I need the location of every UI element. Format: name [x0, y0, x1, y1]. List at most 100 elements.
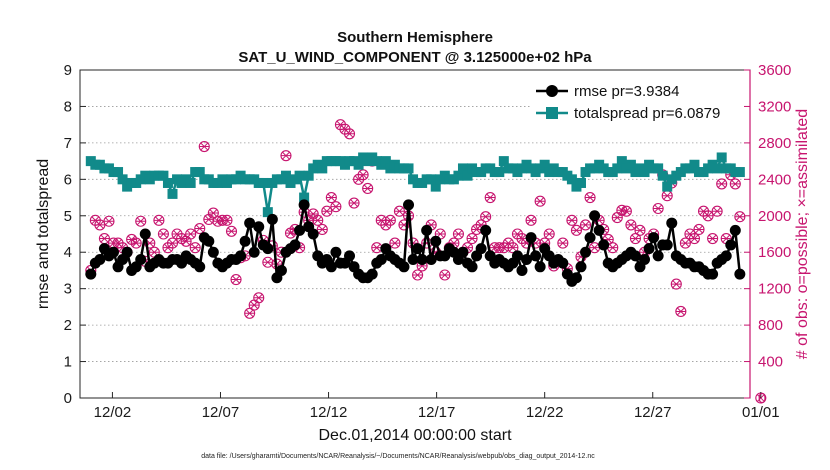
right-tick-label: 0: [758, 390, 766, 407]
rmse-point: [570, 272, 582, 284]
x-tick-label: 01/01: [742, 404, 780, 421]
totalspread-point: [653, 163, 664, 174]
obs-assimilated-point: [385, 216, 396, 225]
totalspread-point: [734, 167, 745, 178]
totalspread-point: [457, 163, 468, 174]
obs-assimilated-point: [199, 142, 210, 151]
rmse-point: [557, 257, 569, 269]
obs-assimilated-point: [103, 217, 114, 226]
rmse-point: [416, 254, 428, 266]
totalspread-point: [403, 163, 414, 174]
totalspread-point: [566, 174, 577, 185]
legend: rmse pr=3.9384 totalspread pr=6.0879: [530, 76, 742, 126]
obs-assimilated-point: [653, 204, 664, 213]
rmse-point: [598, 239, 610, 251]
obs-assimilated-point: [589, 243, 600, 252]
rmse-point: [475, 243, 487, 255]
obs-assimilated-point: [707, 234, 718, 243]
rmse-point: [430, 235, 442, 247]
x-tick-label: 12/22: [526, 404, 564, 421]
x-tick-label: 12/07: [202, 404, 240, 421]
obs-assimilated-point: [330, 202, 341, 211]
obs-assimilated-point: [344, 129, 355, 138]
x-tick-label: 12/02: [94, 404, 132, 421]
rmse-point: [421, 224, 433, 236]
rmse-point: [521, 254, 533, 266]
rmse-point: [575, 261, 587, 273]
x-tick-label: 12/17: [418, 404, 456, 421]
totalspread-point: [317, 163, 328, 174]
rmse-point: [725, 239, 737, 251]
obs-assimilated-point: [585, 193, 596, 202]
obs-assimilated-point: [262, 258, 273, 267]
chart-subtitle: SAT_U_WIND_COMPONENT @ 3.125000e+02 hPa: [238, 49, 592, 66]
totalspread-point: [262, 207, 273, 218]
obs-assimilated-point: [308, 209, 319, 219]
obs-assimilated-point: [662, 191, 673, 200]
obs-assimilated-series: [85, 120, 765, 403]
legend-box: [530, 76, 742, 126]
x-axis-title: Dec.01,2014 00:00:00 start: [318, 427, 512, 444]
obs-assimilated-point: [280, 151, 291, 160]
rmse-point: [580, 246, 592, 258]
obs-assimilated-point: [571, 226, 582, 235]
right-tick-label: 1600: [758, 244, 791, 261]
totalspread-point: [303, 170, 314, 181]
obs-assimilated-point: [544, 229, 555, 239]
right-tick-label: 2000: [758, 208, 791, 225]
totalspread-point: [498, 156, 509, 167]
rmse-point: [666, 217, 678, 229]
rmse-point: [235, 250, 247, 262]
right-tick-label: 2800: [758, 135, 791, 152]
obs-assimilated-point: [480, 212, 491, 221]
obs-assimilated-point: [612, 213, 623, 222]
obs-assimilated-point: [326, 193, 337, 202]
left-tick-label: 2: [64, 317, 72, 334]
rmse-point: [457, 246, 469, 258]
rmse-point: [121, 246, 133, 258]
rmse-point: [589, 210, 601, 222]
totalspread-point: [117, 174, 128, 185]
rmse-point: [85, 268, 97, 280]
obs-assimilated-point: [226, 227, 237, 236]
obs-assimilated-point: [253, 293, 264, 302]
rmse-point: [194, 261, 206, 273]
obs-assimilated-point: [231, 275, 242, 284]
totalspread-point: [639, 167, 650, 178]
obs-assimilated-point: [126, 235, 137, 244]
obs-assimilated-point: [625, 220, 636, 230]
rmse-point: [525, 232, 537, 244]
rmse-point: [275, 264, 287, 276]
obs-assimilated-point: [734, 212, 745, 221]
obs-assimilated-point: [321, 207, 332, 216]
totalspread-point: [453, 170, 464, 181]
obs-assimilated-point: [371, 243, 382, 252]
obs-assimilated-point: [557, 238, 568, 248]
rmse-point: [239, 235, 251, 247]
obs-assimilated-point: [607, 243, 618, 252]
rmse-point: [480, 224, 492, 236]
obs-assimilated-point: [208, 208, 219, 218]
obs-assimilated-point: [485, 193, 496, 202]
rmse-point: [530, 250, 542, 262]
rmse-point: [412, 243, 424, 255]
obs-assimilated-point: [689, 234, 700, 243]
rmse-point: [734, 268, 746, 280]
totalspread-point: [258, 177, 269, 188]
obs-assimilated-point: [507, 243, 518, 252]
rmse-point: [648, 232, 660, 244]
rmse-point: [248, 246, 260, 258]
rmse-point: [720, 250, 732, 262]
obs-assimilated-point: [285, 228, 296, 238]
totalspread-point: [575, 177, 586, 188]
obs-assimilated-point: [630, 234, 641, 243]
obs-assimilated-point: [135, 217, 146, 226]
rmse-point: [403, 199, 415, 211]
rmse-point: [344, 250, 356, 262]
left-tick-label: 9: [64, 62, 72, 79]
rmse-point: [330, 246, 342, 258]
obs-assimilated-point: [730, 179, 741, 189]
x-tick-label: 12/27: [634, 404, 672, 421]
obs-assimilated-point: [249, 300, 260, 310]
